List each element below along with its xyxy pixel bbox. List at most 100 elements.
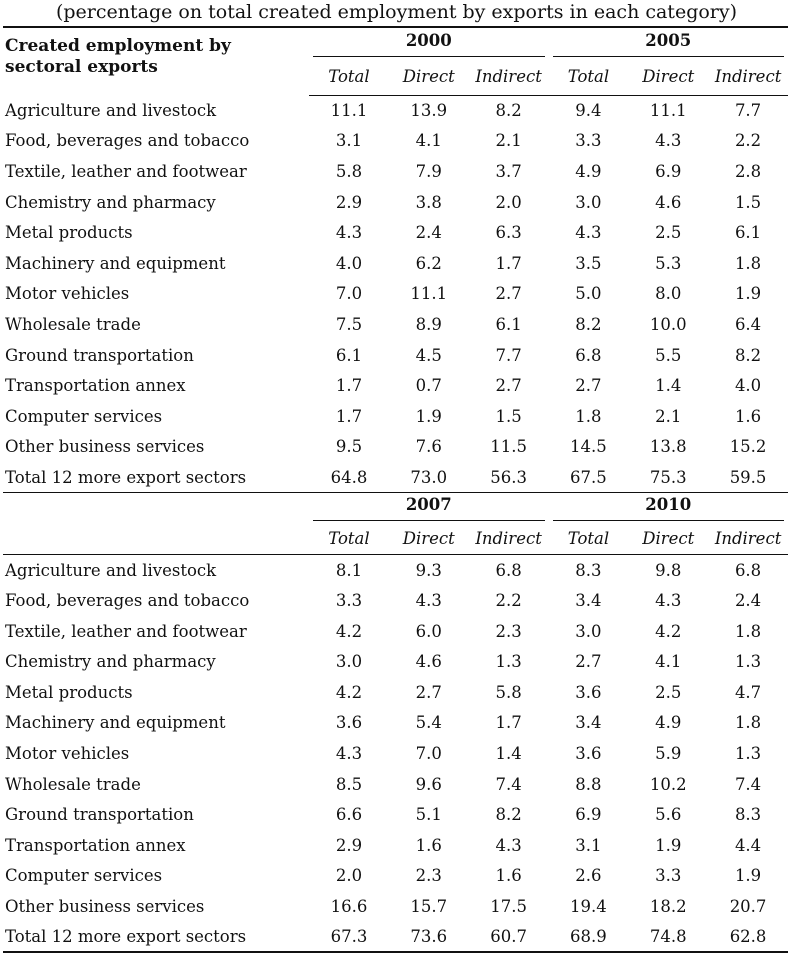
table-cell: 1.6 [734,406,762,426]
table-cell: 4.3 [495,835,522,855]
table-cell: 2.6 [575,866,602,886]
row-label: Machinery and equipment [5,713,226,733]
table-cell: 3.5 [575,253,602,273]
table-cell: 8.9 [415,314,442,334]
panel2-corner-blank [3,493,309,523]
subheader-direct: Direct [628,522,709,556]
table-cell: 68.9 [548,921,629,954]
table-cell: 3.6 [575,682,602,702]
table-cell: 67.5 [548,462,629,494]
table-cell: 3.6 [335,713,363,733]
row-label: Metal products [5,682,133,702]
table-cell: 2.1 [655,406,682,426]
subheader-indirect: Indirect [468,59,549,96]
table-row: Agriculture and livestock 11.1 13.9 8.2 9.4 1… [3,95,788,126]
table-cell: 7.4 [495,774,522,794]
table-cell: 13.9 [410,101,448,121]
table-cell: 9.4 [575,101,602,121]
table-row: Other business services 9.5 7.6 11.5 14.5 13.… [3,432,788,463]
table-cell: 4.1 [415,131,442,151]
panel2-body: Agriculture and livestock 8.1 9.3 6.8 8.3 9.8… [3,555,788,954]
table-cell: 4.7 [734,682,762,702]
table-cell: 56.3 [468,462,549,494]
table-row: Metal products 4.3 2.4 6.3 4.3 2.5 6.1 [3,217,788,248]
table-row: Metal products 4.2 2.7 5.8 3.6 2.5 4.7 [3,677,788,708]
table-cell: 1.7 [495,253,522,273]
corner-label: Created employment by sectoral exports [3,26,310,95]
subheader-direct: Direct [388,522,469,556]
row-label: Food, beverages and tobacco [5,131,250,151]
subheader-indirect: Indirect [708,522,788,556]
table-cell: 4.9 [655,713,682,733]
row-label: Agriculture and livestock [5,100,217,120]
table-cell: 2.5 [655,682,682,702]
table-cell: 8.2 [575,314,602,334]
row-label: Chemistry and pharmacy [5,192,216,212]
row-label: Transportation annex [5,835,186,855]
row-label: Wholesale trade [5,774,141,794]
table-cell: 2.1 [495,131,522,151]
table-cell: 5.0 [575,284,602,304]
employment-table: Created employment by sectoral exports 2… [3,26,788,954]
row-label: Computer services [5,406,163,426]
table-cell: 2.2 [495,591,522,611]
table-cell: 4.1 [655,652,682,672]
table-cell: 8.8 [575,774,602,794]
table-cell: 1.8 [734,713,762,733]
table-row: Machinery and equipment 4.0 6.2 1.7 3.5 5.3 1.… [3,248,788,279]
table-cell: 20.7 [729,897,767,917]
table-cell: 6.8 [495,560,522,580]
row-label: Chemistry and pharmacy [5,652,216,672]
table-cell: 4.9 [575,161,602,181]
table-cell: 8.5 [335,774,363,794]
table-cell: 8.3 [734,805,762,825]
table-cell: 11.5 [490,437,527,457]
table-cell: 18.2 [649,897,687,917]
table-cell: 1.8 [734,253,762,273]
panel2-year-row: 2007 2010 [3,493,788,523]
table-cell: 60.7 [468,921,549,954]
table-cell: 6.1 [335,345,363,365]
table-cell: 4.5 [415,345,442,365]
table-row: Machinery and equipment 3.6 5.4 1.7 3.4 4.9 1.… [3,708,788,739]
table-cell: 4.2 [335,621,363,641]
table-cell: 3.0 [335,652,363,672]
table-cell: 8.2 [734,345,762,365]
table-cell: 16.6 [330,897,368,917]
table-cell: 2.4 [734,591,762,611]
table-cell: 1.7 [495,713,522,733]
table-cell: 6.3 [495,223,522,243]
table-cell: 9.5 [335,437,363,457]
panel1-year-row: Created employment by sectoral exports 2… [3,26,788,95]
subheader-indirect: Indirect [468,522,549,556]
table-cell: 4.2 [335,682,363,702]
table-cell: 6.9 [655,161,682,181]
table-cell: 2.8 [734,161,762,181]
table-cell: 2.0 [335,866,363,886]
table-row: Food, beverages and tobacco 3.3 4.3 2.2 3.4 4… [3,585,788,616]
row-label: Other business services [5,897,205,917]
table-cell: 4.4 [734,835,762,855]
table-cell: 3.3 [335,591,363,611]
row-label: Metal products [5,223,133,243]
subheader-total: Total [309,522,389,556]
table-cell: 14.5 [570,437,607,457]
table-cell: 2.2 [734,131,762,151]
table-cell: 9.8 [655,560,682,580]
table-row: Food, beverages and tobacco 3.1 4.1 2.1 3.3 4… [3,126,788,157]
row-label: Food, beverages and tobacco [5,591,250,611]
table-cell: 4.6 [655,192,682,212]
row-label: Computer services [5,866,163,886]
table-cell: 1.3 [734,652,762,672]
table-cell: 4.3 [655,591,682,611]
row-label: Ground transportation [5,805,194,825]
table-cell: 2.7 [495,284,522,304]
table-row: Wholesale trade 7.5 8.9 6.1 8.2 10.0 6.4 [3,309,788,340]
table-row: Chemistry and pharmacy 3.0 4.6 1.3 2.7 4.1 1.3 [3,647,788,678]
table-cell: 2.4 [415,223,442,243]
table-cell: 4.0 [734,376,762,396]
subheader-total: Total [548,522,629,556]
table-cell: 6.4 [734,314,762,334]
table-row: Transportation annex 1.7 0.7 2.7 2.7 1.4 4.0 [3,370,788,401]
